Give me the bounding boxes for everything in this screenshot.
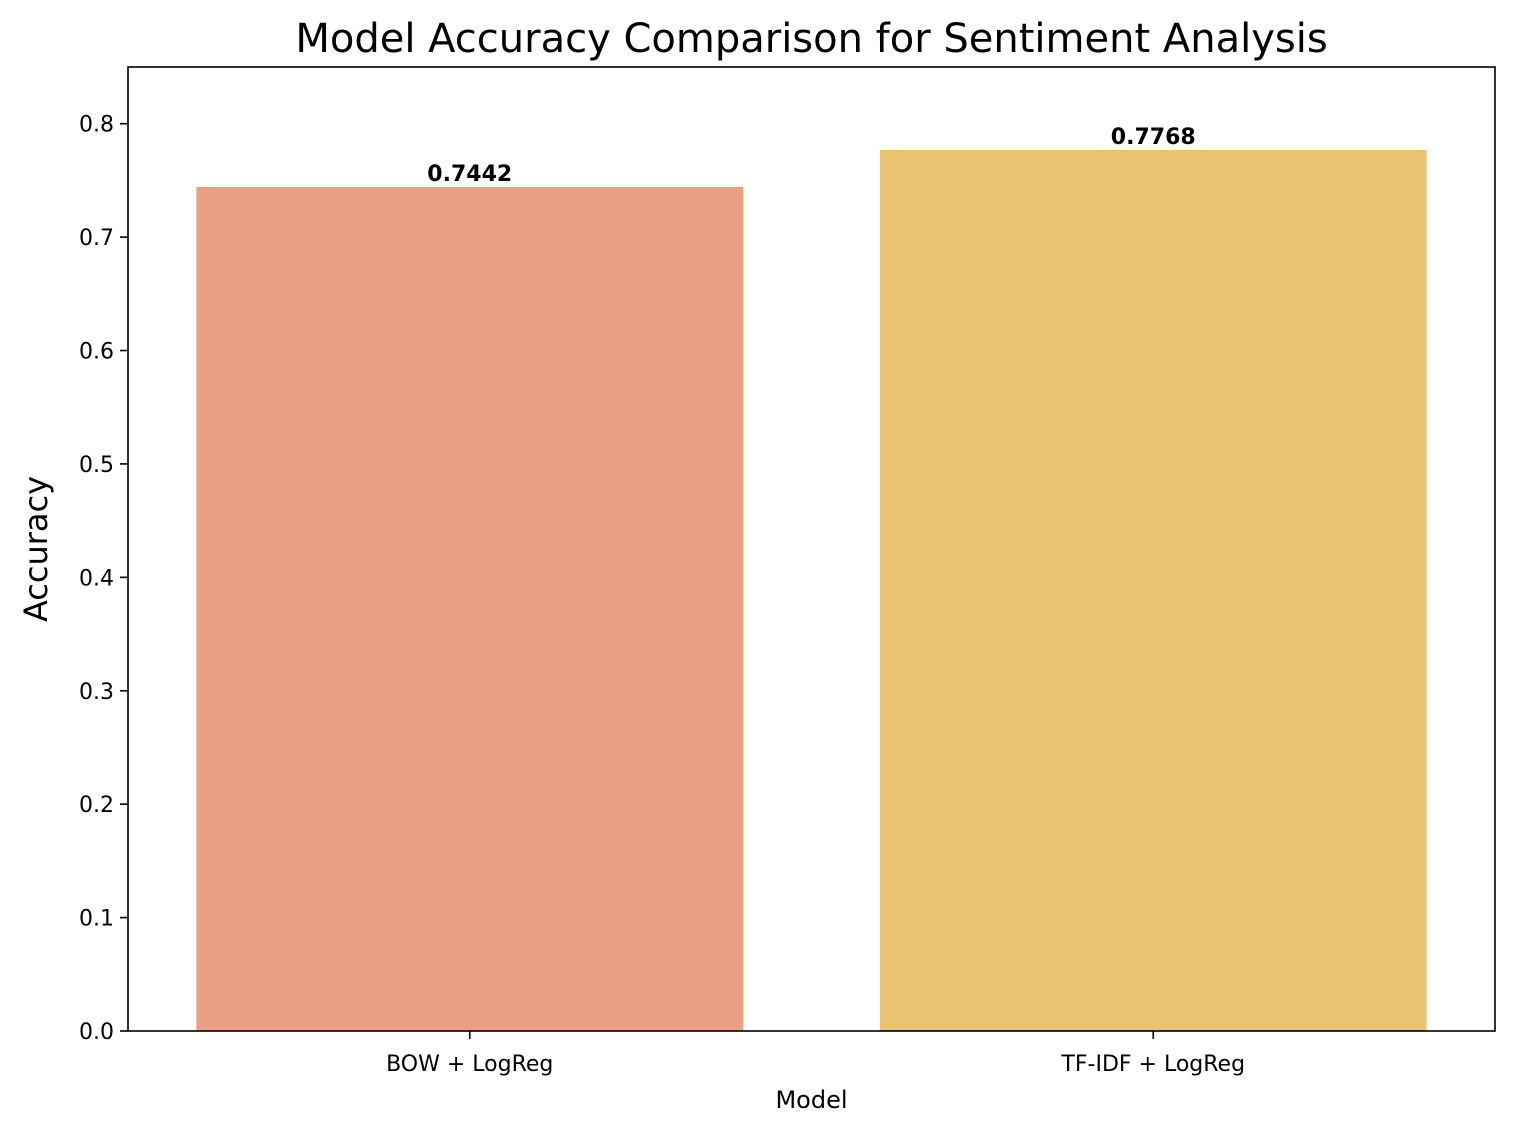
bars-layer: [196, 150, 1427, 1032]
y-tick-label: 0.1: [79, 907, 114, 932]
x-axis: BOW + LogReg TF-IDF + LogReg: [386, 1031, 1245, 1077]
bar-value-label: 0.7442: [427, 162, 512, 187]
value-labels-layer: 0.7442 0.7768: [427, 125, 1195, 187]
bar-1: [196, 186, 744, 1032]
y-tick-label: 0.2: [79, 793, 114, 818]
plot-frame: [127, 66, 1496, 1032]
y-tick-label: 0.3: [79, 680, 114, 705]
x-tick-label: BOW + LogReg: [386, 1052, 553, 1077]
bar-2: [879, 150, 1427, 1032]
y-tick-label: 0.4: [79, 566, 114, 591]
y-axis: 0.0 0.1 0.2 0.3 0.4 0.5 0.6 0.7 0.8: [79, 113, 128, 1045]
y-tick-label: 0.8: [79, 113, 114, 138]
chart-title: Model Accuracy Comparison for Sentiment …: [295, 16, 1327, 62]
x-axis-title: Model: [775, 1086, 847, 1114]
y-tick-label: 0.7: [79, 226, 114, 251]
y-tick-label: 0.5: [79, 453, 114, 478]
y-tick-label: 0.6: [79, 340, 114, 365]
bar-value-label: 0.7768: [1111, 125, 1196, 150]
y-axis-title: Accuracy: [17, 476, 55, 622]
y-tick-label: 0.0: [79, 1020, 114, 1045]
x-tick-label: TF-IDF + LogReg: [1060, 1052, 1245, 1077]
